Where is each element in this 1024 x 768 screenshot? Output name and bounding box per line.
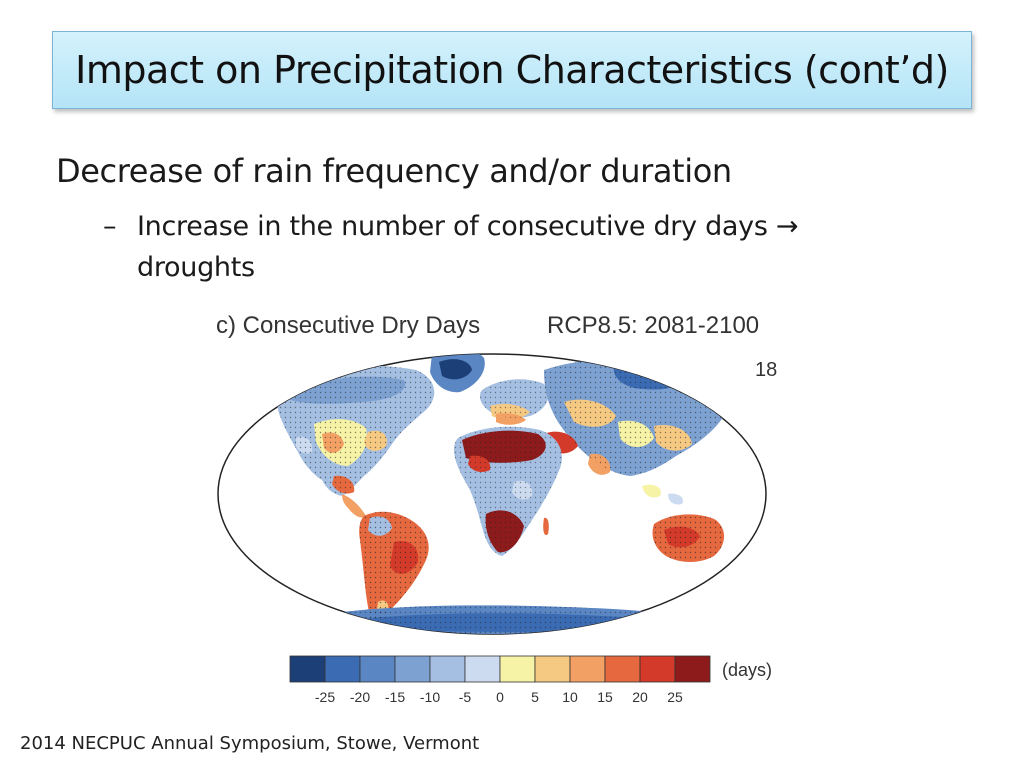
colorbar-tick-label: -25 xyxy=(315,689,335,705)
sub-bullet-line1: Increase in the number of consecutive dr… xyxy=(137,211,768,242)
colorbar-unit: (days) xyxy=(722,660,772,680)
colorbar-swatch xyxy=(289,655,326,683)
colorbar-swatch xyxy=(464,655,501,683)
colorbar-swatch xyxy=(604,655,641,683)
colorbar-tick-label: 25 xyxy=(667,689,683,705)
model-count: 18 xyxy=(755,359,777,381)
colorbar-swatch xyxy=(639,655,676,683)
colorbar-tick-label: 20 xyxy=(632,689,648,705)
cdd-figure: c) Consecutive Dry Days RCP8.5: 2081-210… xyxy=(214,306,794,706)
colorbar-tick-label: 0 xyxy=(496,689,504,705)
colorbar-swatch xyxy=(394,655,431,683)
slide-footer: 2014 NECPUC Annual Symposium, Stowe, Ver… xyxy=(20,733,480,754)
colorbar-tick-label: 5 xyxy=(531,689,539,705)
colorbar-tick-label: 10 xyxy=(562,689,578,705)
colorbar-swatch xyxy=(569,655,606,683)
bullet-main: Decrease of rain frequency and/or durati… xyxy=(56,152,732,190)
slide-title-box: Impact on Precipitation Characteristics … xyxy=(52,31,972,109)
colorbar-tick-label: -5 xyxy=(459,689,472,705)
colorbar-tick-label: -10 xyxy=(420,689,440,705)
arrow-icon: → xyxy=(775,211,799,242)
colorbar: -25 -20 -15 -10 -5 0 5 10 15 20 25 xyxy=(289,655,711,705)
colorbar-swatch xyxy=(499,655,536,683)
colorbar-swatch xyxy=(674,655,711,683)
colorbar-swatch xyxy=(534,655,571,683)
colorbar-swatch xyxy=(359,655,396,683)
sub-bullet-text: Increase in the number of consecutive dr… xyxy=(137,206,903,288)
colorbar-tick-label: -15 xyxy=(385,689,405,705)
colorbar-swatch xyxy=(324,655,361,683)
cdd-map-svg: c) Consecutive Dry Days RCP8.5: 2081-210… xyxy=(216,312,777,705)
slide-title: Impact on Precipitation Characteristics … xyxy=(75,48,949,92)
sub-bullet-line2: droughts xyxy=(137,252,255,283)
panel-title: c) Consecutive Dry Days xyxy=(216,312,480,339)
colorbar-swatch xyxy=(429,655,466,683)
sub-bullet-dash: – xyxy=(103,211,117,242)
sub-bullet: – Increase in the number of consecutive … xyxy=(103,206,903,288)
scenario-label: RCP8.5: 2081-2100 xyxy=(547,312,759,339)
colorbar-tick-label: -20 xyxy=(350,689,370,705)
colorbar-tick-label: 15 xyxy=(597,689,613,705)
